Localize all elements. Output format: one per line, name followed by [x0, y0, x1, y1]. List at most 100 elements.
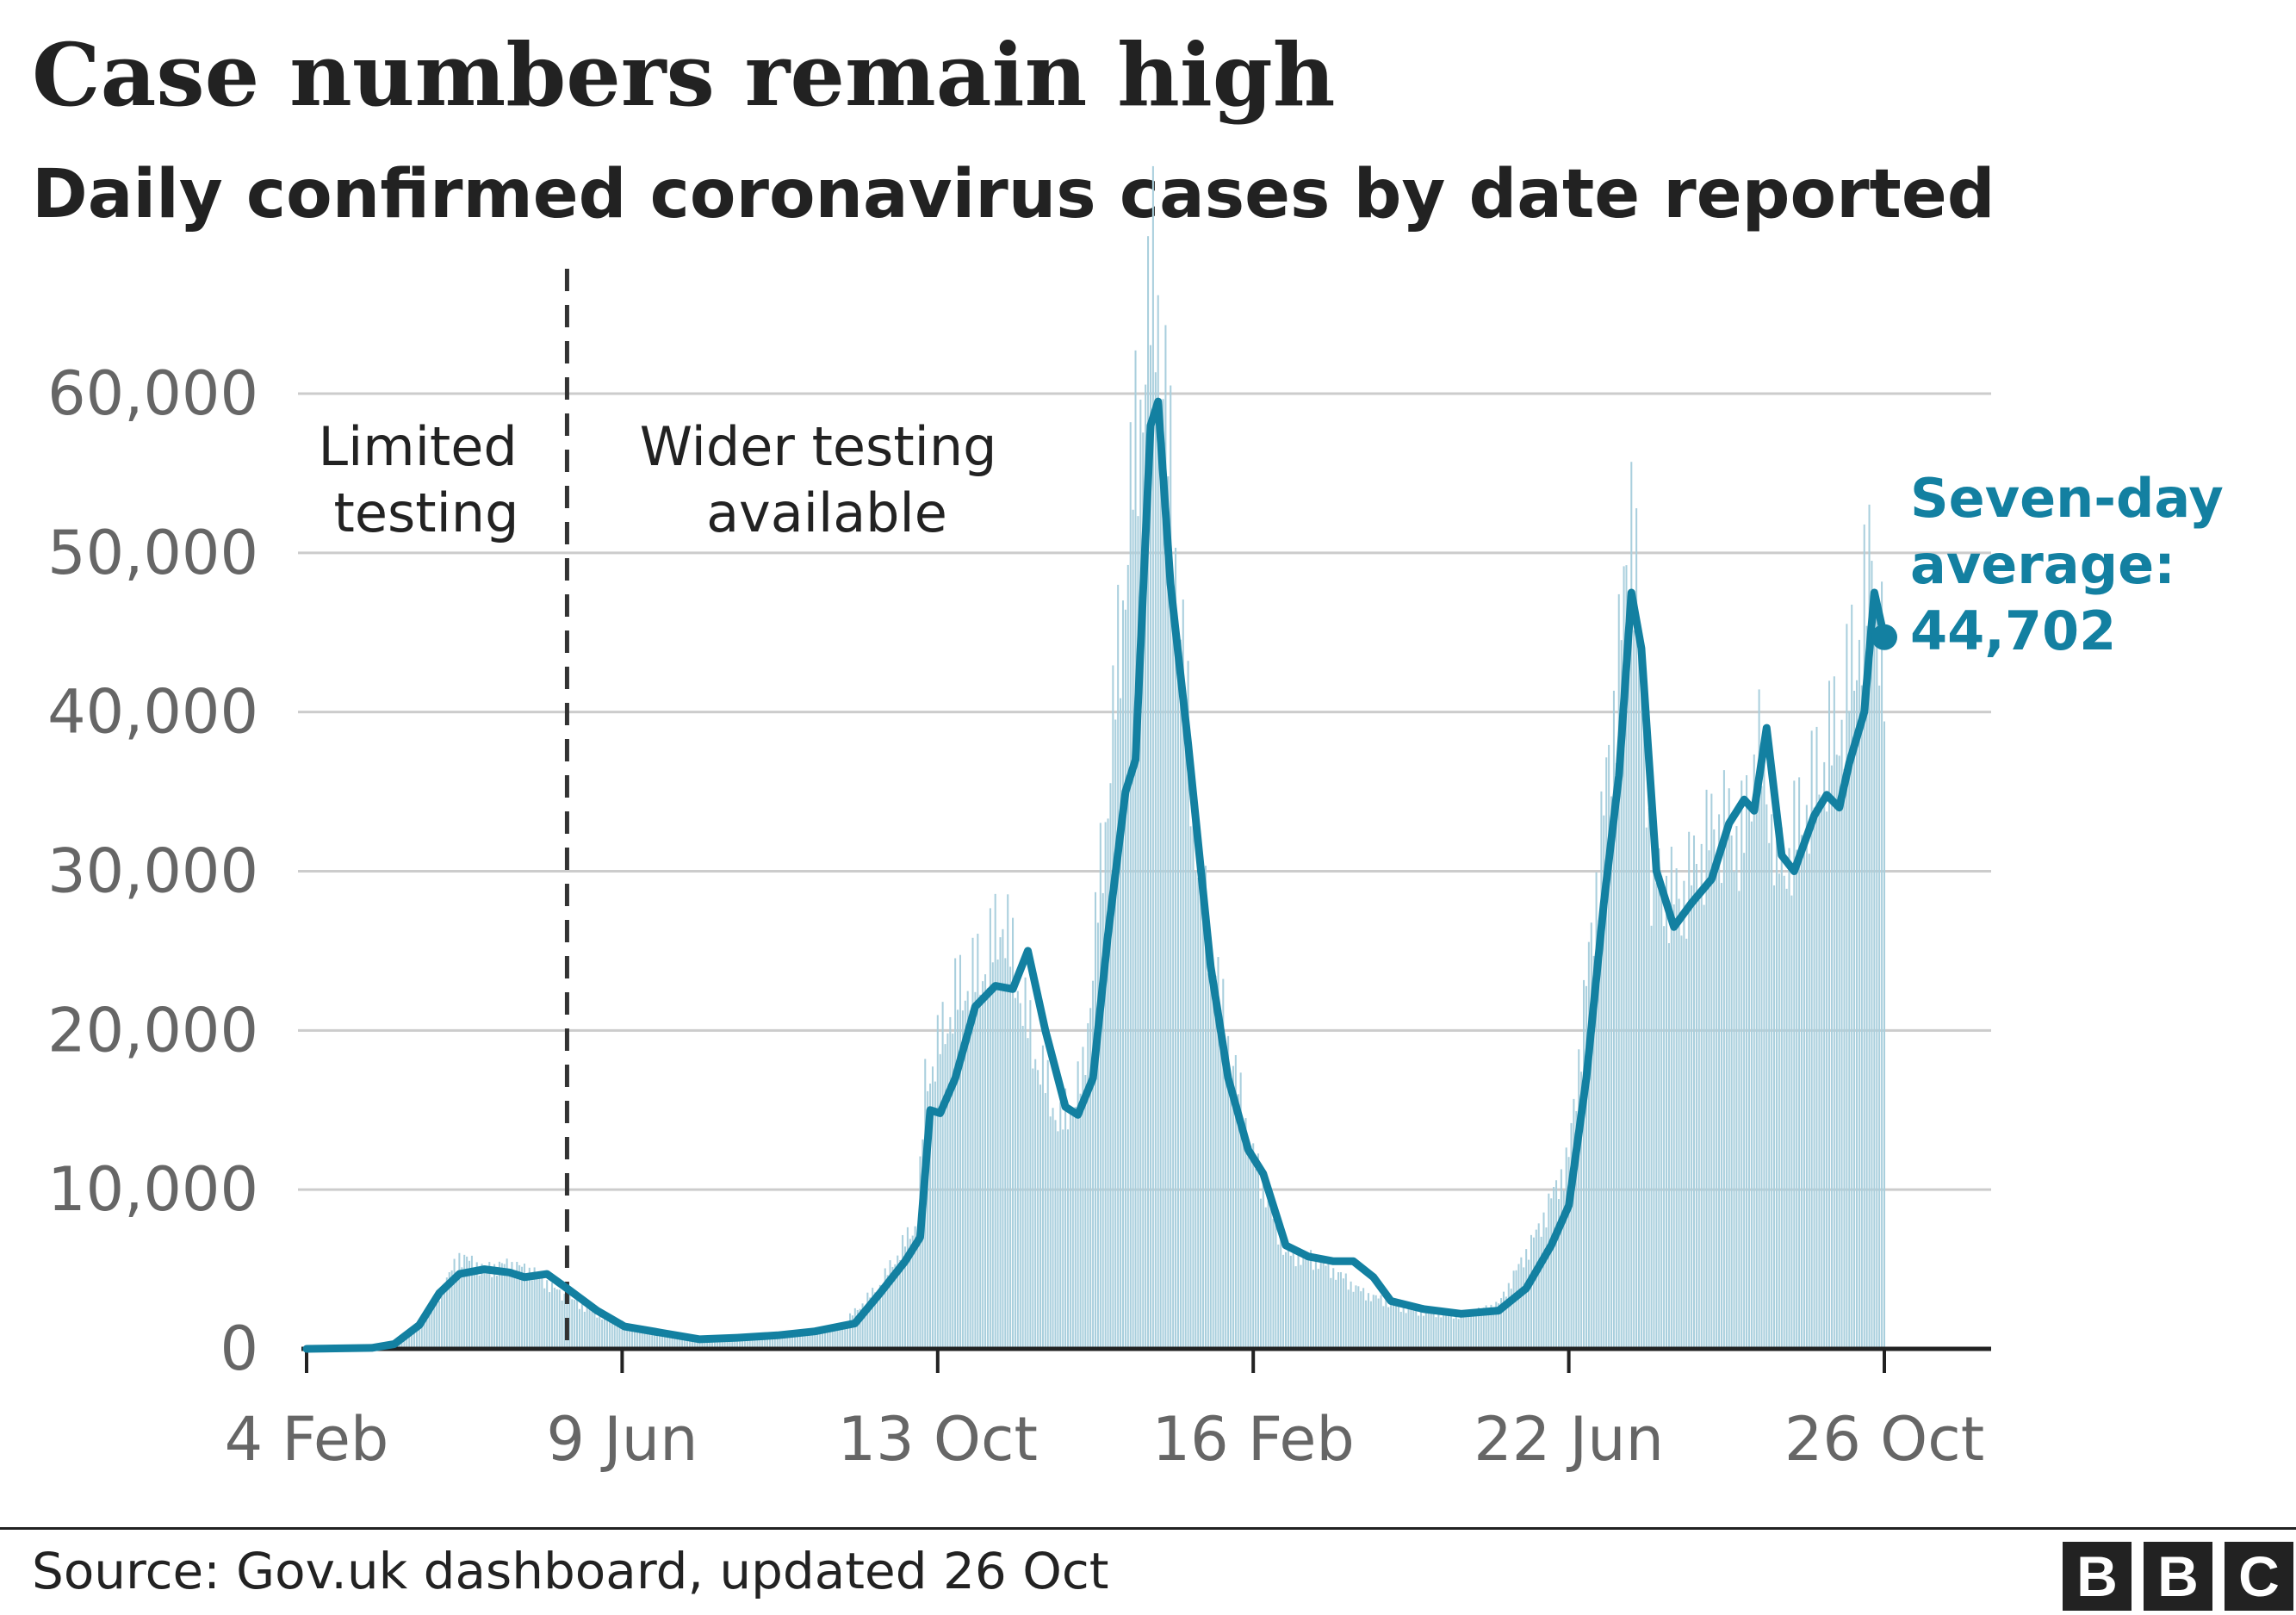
daily-cases-bar [811, 1332, 814, 1349]
daily-cases-bar [1738, 891, 1741, 1349]
daily-cases-bar [1805, 804, 1808, 1349]
daily-cases-bar [1500, 1298, 1503, 1349]
daily-cases-bar [415, 1326, 418, 1349]
daily-cases-bar [828, 1329, 831, 1349]
daily-cases-bar [1377, 1298, 1380, 1349]
daily-cases-bar [406, 1337, 408, 1349]
daily-cases-bar [1843, 768, 1846, 1349]
daily-cases-bar [1545, 1227, 1548, 1349]
daily-cases-bar [558, 1289, 561, 1349]
daily-cases-bar [1207, 973, 1209, 1349]
daily-cases-bar [734, 1338, 736, 1349]
daily-cases-bar [1385, 1299, 1387, 1349]
daily-cases-bar [1319, 1258, 1322, 1349]
daily-cases-bar [576, 1300, 579, 1349]
daily-cases-bar [1758, 689, 1760, 1349]
daily-cases-bar [1555, 1180, 1558, 1349]
daily-cases-bar [1294, 1266, 1297, 1349]
daily-cases-bar [445, 1277, 448, 1349]
daily-cases-bar [1175, 547, 1177, 1349]
daily-cases-bar [1863, 524, 1865, 1349]
x-tick-label: 13 Oct [838, 1404, 1038, 1475]
daily-cases-bar [1595, 872, 1598, 1349]
daily-cases-bar [1768, 842, 1771, 1349]
daily-cases-bar [1029, 1000, 1032, 1349]
daily-cases-bar [709, 1337, 711, 1349]
daily-cases-bar [461, 1267, 463, 1349]
daily-cases-bar [1312, 1270, 1315, 1349]
daily-cases-bar [624, 1323, 626, 1349]
daily-cases-bar [1149, 345, 1151, 1349]
daily-cases-bar [1362, 1288, 1365, 1349]
daily-cases-bar [1355, 1285, 1357, 1349]
daily-cases-bar [688, 1339, 691, 1349]
daily-cases-bar [1548, 1193, 1550, 1349]
daily-cases-bar [1860, 685, 1863, 1349]
daily-cases-bar [1680, 935, 1683, 1349]
daily-cases-bar [1452, 1318, 1455, 1349]
daily-cases-bar [1200, 845, 1202, 1349]
daily-cases-bar [736, 1339, 739, 1349]
daily-cases-bar [1830, 765, 1833, 1349]
daily-cases-bar [553, 1287, 555, 1349]
daily-cases-bar [1520, 1257, 1523, 1349]
daily-cases-bar [1560, 1169, 1562, 1349]
daily-cases-bar [1813, 807, 1815, 1349]
daily-cases-bar [1084, 1075, 1087, 1349]
daily-cases-bar [1062, 1129, 1064, 1349]
daily-cases-bar [450, 1270, 453, 1349]
daily-cases-bar [1573, 1098, 1575, 1349]
daily-cases-bar [1474, 1314, 1478, 1349]
daily-cases-bar [1692, 835, 1696, 1349]
daily-cases-bar [1282, 1254, 1285, 1349]
daily-cases-bar [849, 1313, 852, 1349]
daily-cases-bar [969, 1010, 971, 1349]
daily-cases-bar [1798, 777, 1801, 1349]
daily-cases-bar [894, 1264, 897, 1349]
daily-cases-bar [563, 1294, 566, 1349]
daily-cases-bar [1688, 831, 1691, 1349]
daily-cases-bar [466, 1256, 469, 1349]
daily-cases-bar [1638, 639, 1641, 1349]
daily-cases-bar [555, 1289, 558, 1349]
daily-cases-bar [605, 1317, 608, 1349]
daily-cases-bar [1678, 898, 1680, 1349]
daily-cases-bar [420, 1323, 423, 1349]
footer-divider [0, 1527, 2296, 1530]
daily-cases-bar [478, 1275, 481, 1349]
daily-cases-bar [596, 1317, 599, 1349]
daily-cases-bar [761, 1335, 764, 1349]
daily-cases-bar [1510, 1289, 1512, 1349]
daily-cases-bar [1642, 715, 1645, 1349]
x-tick-label: 9 Jun [546, 1404, 698, 1475]
daily-cases-bar [831, 1324, 834, 1349]
daily-cases-bar [696, 1337, 698, 1349]
daily-cases-bar [1342, 1278, 1344, 1349]
daily-cases-bar [1137, 516, 1139, 1349]
daily-cases-bar [1610, 796, 1613, 1349]
daily-cases-bar [1259, 1198, 1262, 1349]
daily-cases-bar [1883, 721, 1886, 1349]
daily-cases-bar [1059, 1102, 1062, 1349]
daily-cases-bar [616, 1320, 618, 1349]
daily-cases-bar [1372, 1295, 1374, 1349]
daily-cases-bar [999, 937, 1002, 1349]
daily-cases-bar [1412, 1310, 1415, 1349]
daily-cases-bar [1159, 400, 1162, 1349]
daily-cases-bar [1865, 625, 1868, 1349]
daily-cases-bar [1435, 1317, 1437, 1349]
daily-cases-bar [495, 1276, 499, 1349]
daily-cases-bar [1292, 1245, 1294, 1349]
daily-cases-bar [1154, 372, 1157, 1349]
daily-cases-bar [789, 1335, 791, 1349]
daily-cases-bar [701, 1339, 704, 1349]
daily-cases-bar [791, 1333, 794, 1349]
daily-cases-bar [906, 1227, 909, 1349]
daily-cases-bar [1280, 1235, 1282, 1349]
daily-cases-bar [1848, 711, 1851, 1349]
daily-cases-bar [706, 1339, 709, 1349]
daily-cases-bar [809, 1330, 811, 1349]
daily-cases-bar [1332, 1268, 1335, 1349]
daily-cases-bar [500, 1263, 503, 1349]
daily-cases-bar [1219, 1009, 1222, 1349]
